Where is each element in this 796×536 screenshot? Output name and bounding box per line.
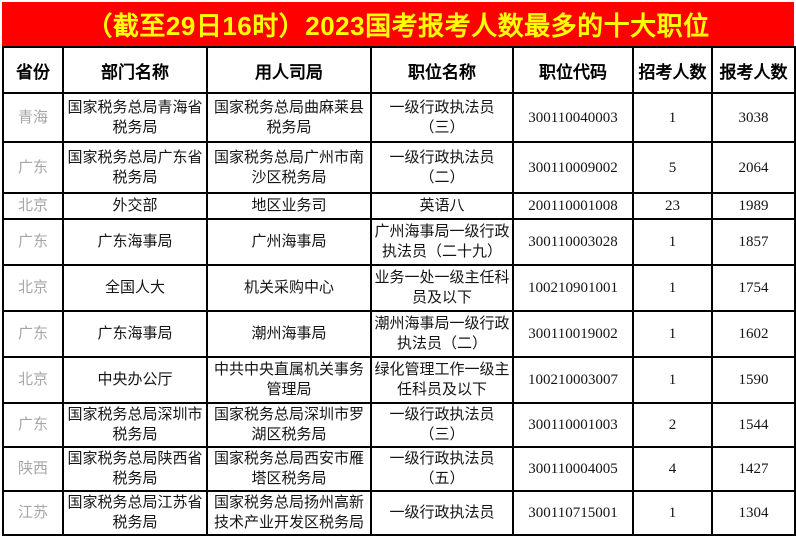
table-row: 北京 外交部 地区业务司 英语八 200110001008 23 1989 [2,192,796,220]
cell-province: 广东 [2,402,64,448]
cell-bureau: 中共中央直属机关事务管理局 [206,356,372,404]
cell-recruit-count: 1 [632,310,713,358]
top10-positions-table: 省份 部门名称 用人司局 职位名称 职位代码 招考人数 报考人数 青海 国家税务总… [2,46,796,536]
cell-recruit-count: 23 [632,192,713,220]
table-row: 广东 广东海事局 潮州海事局 潮州海事局一级行政执法员（二） 300110019002 1… [2,310,796,358]
cell-recruit-count: 1 [632,490,713,536]
cell-position: 潮州海事局一级行政执法员（二） [370,310,514,358]
cell-applicant-count: 1989 [711,192,796,220]
cell-applicant-count: 3038 [711,92,796,143]
cell-province: 广东 [2,141,64,194]
cell-bureau: 国家税务总局扬州高新技术产业开发区税务局 [206,490,372,536]
cell-department: 国家税务总局深圳市税务局 [62,402,208,448]
col-header-department: 部门名称 [62,46,208,94]
cell-department: 中央办公厅 [62,356,208,404]
cell-position: 一级行政执法员（三） [370,402,514,448]
cell-department: 广东海事局 [62,218,208,266]
table-row: 广东 国家税务总局深圳市税务局 国家税务总局深圳市罗湖区税务局 一级行政执法员（三） 3… [2,402,796,448]
col-header-position-code: 职位代码 [512,46,634,94]
col-header-recruit-count: 招考人数 [632,46,713,94]
cell-position: 英语八 [370,192,514,220]
cell-applicant-count: 1754 [711,264,796,312]
cell-applicant-count: 1427 [711,446,796,492]
cell-department: 国家税务总局江苏省税务局 [62,490,208,536]
cell-department: 全国人大 [62,264,208,312]
table-row: 广东 广东海事局 广州海事局 广州海事局一级行政执法员（二十九） 30011000302… [2,218,796,266]
cell-province: 北京 [2,192,64,220]
cell-position-code: 300110019002 [512,310,634,358]
cell-bureau: 潮州海事局 [206,310,372,358]
table-row: 青海 国家税务总局青海省税务局 国家税务总局曲麻莱县税务局 一级行政执法员（三） 300… [2,92,796,143]
cell-province: 青海 [2,92,64,143]
cell-position: 广州海事局一级行政执法员（二十九） [370,218,514,266]
table-row: 北京 全国人大 机关采购中心 业务一处一级主任科员及以下 100210901001 1 17… [2,264,796,312]
col-header-applicant-count: 报考人数 [711,46,796,94]
cell-position-code: 300110003028 [512,218,634,266]
cell-applicant-count: 1602 [711,310,796,358]
cell-bureau: 广州海事局 [206,218,372,266]
cell-recruit-count: 2 [632,402,713,448]
col-header-position: 职位名称 [370,46,514,94]
cell-department: 国家税务总局广东省税务局 [62,141,208,194]
cell-department: 国家税务总局陕西省税务局 [62,446,208,492]
cell-position: 业务一处一级主任科员及以下 [370,264,514,312]
cell-applicant-count: 1590 [711,356,796,404]
cell-recruit-count: 5 [632,141,713,194]
cell-recruit-count: 4 [632,446,713,492]
cell-position-code: 200110001008 [512,192,634,220]
cell-province: 陕西 [2,446,64,492]
cell-position-code: 300110040003 [512,92,634,143]
cell-position: 一级行政执法员（三） [370,92,514,143]
header-row: 省份 部门名称 用人司局 职位名称 职位代码 招考人数 报考人数 [2,46,796,94]
cell-recruit-count: 1 [632,264,713,312]
cell-position: 一级行政执法员 [370,490,514,536]
cell-position: 一级行政执法员（五） [370,446,514,492]
cell-applicant-count: 2064 [711,141,796,194]
cell-position-code: 300110001003 [512,402,634,448]
cell-bureau: 国家税务总局广州市南沙区税务局 [206,141,372,194]
col-header-bureau: 用人司局 [206,46,372,94]
col-header-province: 省份 [2,46,64,94]
cell-bureau: 国家税务总局曲麻莱县税务局 [206,92,372,143]
table-body: 青海 国家税务总局青海省税务局 国家税务总局曲麻莱县税务局 一级行政执法员（三） 300… [2,92,796,536]
table-row: 江苏 国家税务总局江苏省税务局 国家税务总局扬州高新技术产业开发区税务局 一级行政执法… [2,490,796,536]
cell-recruit-count: 1 [632,92,713,143]
cell-department: 广东海事局 [62,310,208,358]
table-row: 陕西 国家税务总局陕西省税务局 国家税务总局西安市雁塔区税务局 一级行政执法员（五） 3… [2,446,796,492]
cell-department: 国家税务总局青海省税务局 [62,92,208,143]
cell-province: 广东 [2,218,64,266]
cell-position-code: 300110004005 [512,446,634,492]
cell-position-code: 300110715001 [512,490,634,536]
table-row: 广东 国家税务总局广东省税务局 国家税务总局广州市南沙区税务局 一级行政执法员（二） 3… [2,141,796,194]
cell-position-code: 100210003007 [512,356,634,404]
cell-position: 一级行政执法员（二） [370,141,514,194]
cell-applicant-count: 1544 [711,402,796,448]
cell-recruit-count: 1 [632,218,713,266]
cell-bureau: 国家税务总局西安市雁塔区税务局 [206,446,372,492]
cell-recruit-count: 1 [632,356,713,404]
cell-applicant-count: 1304 [711,490,796,536]
page-title: （截至29日16时）2023国考报考人数最多的十大职位 [2,2,794,46]
table-row: 北京 中央办公厅 中共中央直属机关事务管理局 绿化管理工作一级主任科员及以下 10021… [2,356,796,404]
cell-position-code: 300110009002 [512,141,634,194]
cell-bureau: 国家税务总局深圳市罗湖区税务局 [206,402,372,448]
cell-province: 广东 [2,310,64,358]
cell-position: 绿化管理工作一级主任科员及以下 [370,356,514,404]
cell-applicant-count: 1857 [711,218,796,266]
cell-province: 江苏 [2,490,64,536]
cell-bureau: 地区业务司 [206,192,372,220]
cell-bureau: 机关采购中心 [206,264,372,312]
cell-department: 外交部 [62,192,208,220]
cell-province: 北京 [2,264,64,312]
cell-province: 北京 [2,356,64,404]
cell-position-code: 100210901001 [512,264,634,312]
